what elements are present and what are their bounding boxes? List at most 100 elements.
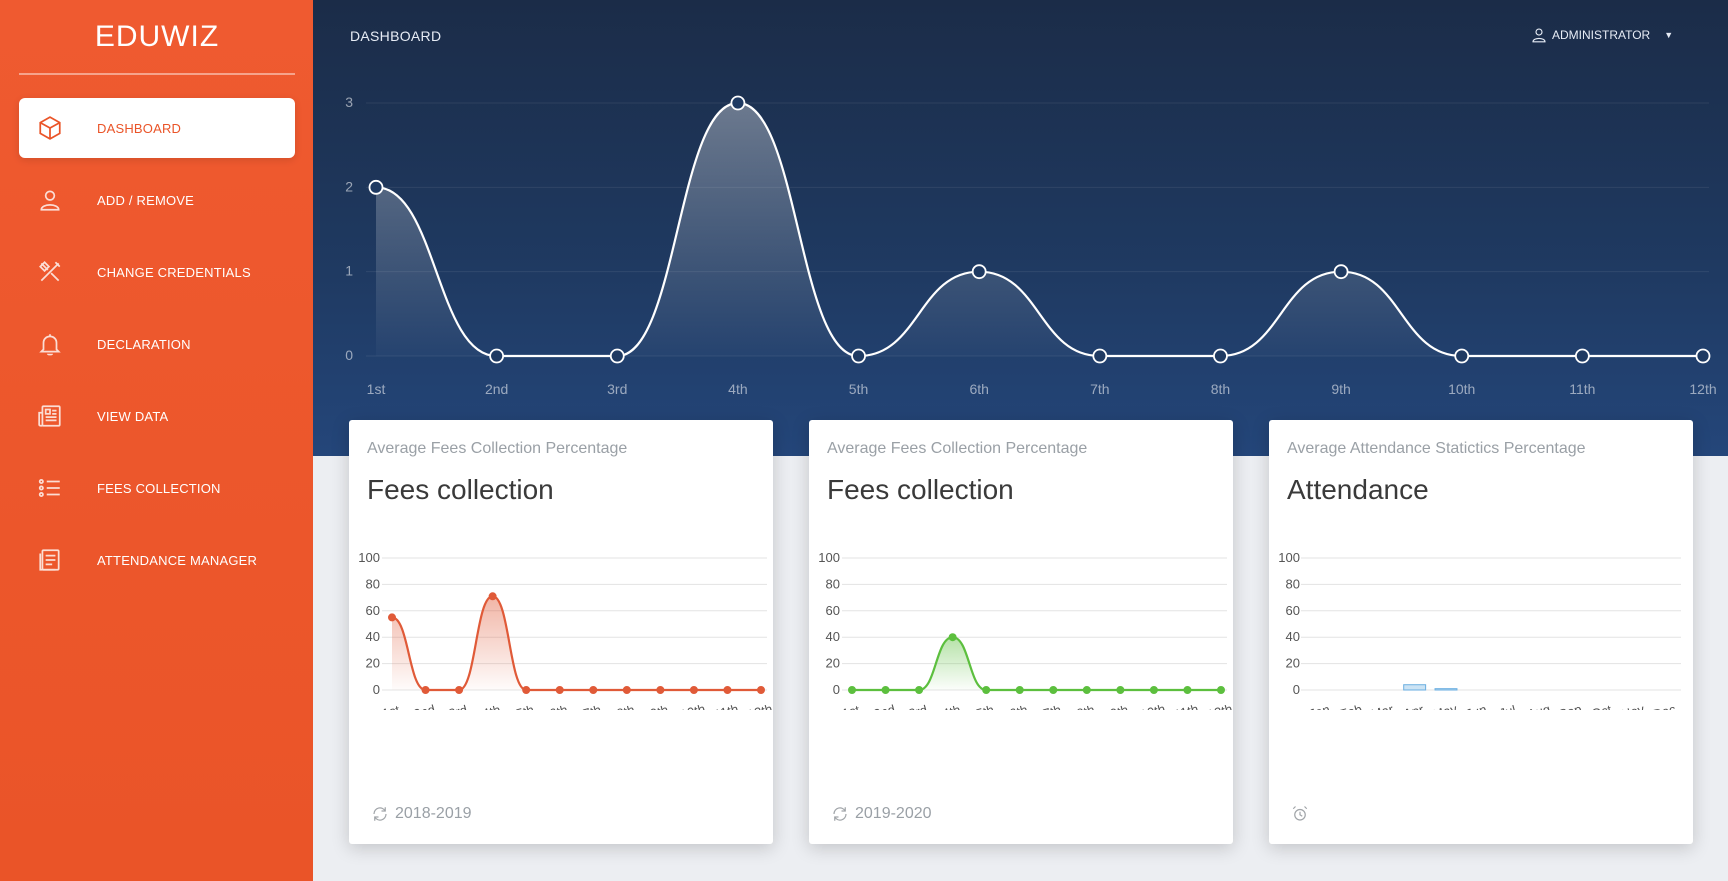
y-tick-label: 0 — [345, 347, 353, 363]
alarm-clock-icon — [1292, 806, 1308, 821]
x-tick-label: 3rd — [447, 702, 469, 710]
x-tick-label: 7th — [1090, 381, 1109, 397]
sidebar-item-label: ADD / REMOVE — [97, 192, 195, 208]
sidebar-item-view-data[interactable]: VIEW DATA — [19, 386, 295, 446]
x-tick-label: Jan — [1307, 702, 1331, 710]
students-line-chart: 0 1 2 3 1st 2nd 3rd 4th 5th 6th 7th 8th 9th 10th 11th 1… — [345, 94, 1716, 397]
card-title: Attendance — [1287, 474, 1429, 505]
x-tick-label: 8th — [615, 702, 636, 710]
x-tick-label: 10th — [679, 701, 707, 710]
card-subtitle: Average Fees Collection Percentage — [827, 440, 1088, 457]
x-tick-label: 6th — [969, 381, 988, 397]
sidebar-item-attendance-manager[interactable]: ATTENDANCE MANAGER — [19, 530, 295, 590]
y-tick-label: 40 — [366, 629, 380, 644]
x-tick-label: 4th — [941, 702, 962, 710]
x-tick-label: 1st — [367, 381, 386, 397]
card-footer — [1291, 805, 1315, 823]
fees-card-2019: Average Fees Collection Percentage Fees … — [809, 420, 1233, 844]
sidebar-item-change-credentials[interactable]: CHANGE CREDENTIALS — [19, 242, 295, 302]
card-footer: 2019-2020 — [831, 805, 932, 823]
cube-icon — [35, 113, 65, 143]
data-point — [757, 686, 765, 694]
sidebar-item-label: CHANGE CREDENTIALS — [97, 264, 251, 280]
x-tick-label: 9th — [1109, 702, 1130, 710]
series-area — [376, 103, 1703, 356]
fees-card-2018: Average Fees Collection Percentage Fees … — [349, 420, 773, 844]
y-tick-label: 1 — [345, 263, 353, 279]
card-title: Fees collection — [827, 474, 1014, 505]
y-tick-label: 60 — [366, 603, 380, 618]
series-line — [375, 101, 1703, 358]
card-footer-label: 2018-2019 — [395, 805, 472, 822]
sidebar-nav: DASHBOARD ADD / REMOVE CHANGE CREDENTIAL… — [19, 98, 295, 602]
data-point — [881, 686, 890, 694]
data-point — [1149, 686, 1158, 694]
page-title: DASHBOARD — [350, 28, 442, 44]
data-point — [488, 592, 497, 601]
x-tick-label: 4th — [481, 702, 502, 710]
x-tick-label: Oct — [1590, 702, 1614, 710]
x-tick-label: May — [1431, 701, 1459, 710]
user-menu[interactable]: ADMINISTRATOR ▼ — [1530, 26, 1673, 44]
card-footer: 2018-2019 — [371, 805, 472, 823]
attendance-card: Average Attendance Statictics Percentage… — [1269, 420, 1693, 844]
x-tick-label: 8th — [1075, 702, 1096, 710]
x-tick-label: 11th — [713, 701, 740, 710]
data-point — [368, 179, 384, 195]
x-tick-label: 5th — [514, 702, 535, 710]
user-icon — [35, 185, 65, 215]
data-point — [1082, 686, 1091, 694]
x-tick-label: Dec — [1651, 701, 1678, 710]
data-point — [1333, 264, 1349, 280]
refresh-icon — [373, 807, 387, 821]
attendance-bar-chart: 0 20 40 60 80 100 Jan Feb Mar Apr May Jun Jul Aug Sep O… — [1278, 550, 1681, 710]
data-point — [1092, 348, 1108, 364]
data-point — [971, 264, 987, 280]
y-tick-label: 100 — [358, 550, 380, 565]
user-name: ADMINISTRATOR — [1552, 28, 1651, 42]
data-point — [730, 95, 746, 111]
sidebar-item-fees-collection[interactable]: FEES COLLECTION — [19, 458, 295, 518]
series-area — [852, 637, 1221, 690]
x-tick-label: 7th — [581, 702, 602, 710]
data-point — [1015, 686, 1024, 694]
sidebar-item-label: VIEW DATA — [97, 408, 169, 424]
data-point — [1217, 686, 1225, 694]
bar — [1434, 688, 1458, 691]
x-tick-label: Nov — [1620, 701, 1647, 710]
y-tick-label: 20 — [826, 656, 840, 671]
brand-logo[interactable]: EDUWIZ — [19, 0, 295, 75]
x-tick-label: 10th — [1139, 701, 1167, 710]
x-tick-label: Jun — [1464, 702, 1488, 710]
sidebar-item-add-remove[interactable]: ADD / REMOVE — [19, 170, 295, 230]
y-tick-label: 80 — [366, 576, 380, 591]
y-tick-label: 60 — [826, 603, 840, 618]
y-tick-label: 60 — [1286, 603, 1300, 618]
data-point — [1183, 686, 1192, 694]
y-tick-label: 0 — [373, 682, 380, 697]
x-tick-label: Mar — [1369, 701, 1395, 710]
card-footer-label: 2019-2020 — [855, 805, 932, 822]
tools-icon — [35, 257, 65, 287]
x-tick-label: 3rd — [907, 702, 929, 710]
x-tick-label: 11th — [1173, 701, 1200, 710]
bar — [1403, 684, 1427, 691]
x-tick-label: 5th — [974, 702, 995, 710]
fees-line-chart-2019: 0 20 40 60 80 100 1st 2nd 3rd 4th 5th 6th 7th 8th 9th 1… — [818, 550, 1233, 710]
data-point — [1454, 348, 1470, 364]
x-tick-label: Jul — [1498, 702, 1518, 710]
data-point — [589, 686, 598, 694]
data-point — [555, 686, 564, 694]
sidebar-item-declaration[interactable]: DECLARATION — [19, 314, 295, 374]
x-tick-label: 6th — [548, 702, 569, 710]
data-point — [1695, 348, 1711, 364]
user-icon — [1532, 28, 1546, 43]
y-tick-label: 40 — [826, 629, 840, 644]
x-tick-label: 1st — [841, 702, 862, 710]
sidebar: EDUWIZ DASHBOARD ADD / REMOVE CHANGE CRE… — [0, 0, 313, 881]
sidebar-item-dashboard[interactable]: DASHBOARD — [19, 98, 295, 158]
y-tick-label: 100 — [818, 550, 840, 565]
x-tick-label: 2nd — [412, 702, 437, 710]
data-point — [656, 686, 665, 694]
y-tick-label: 3 — [345, 94, 353, 110]
